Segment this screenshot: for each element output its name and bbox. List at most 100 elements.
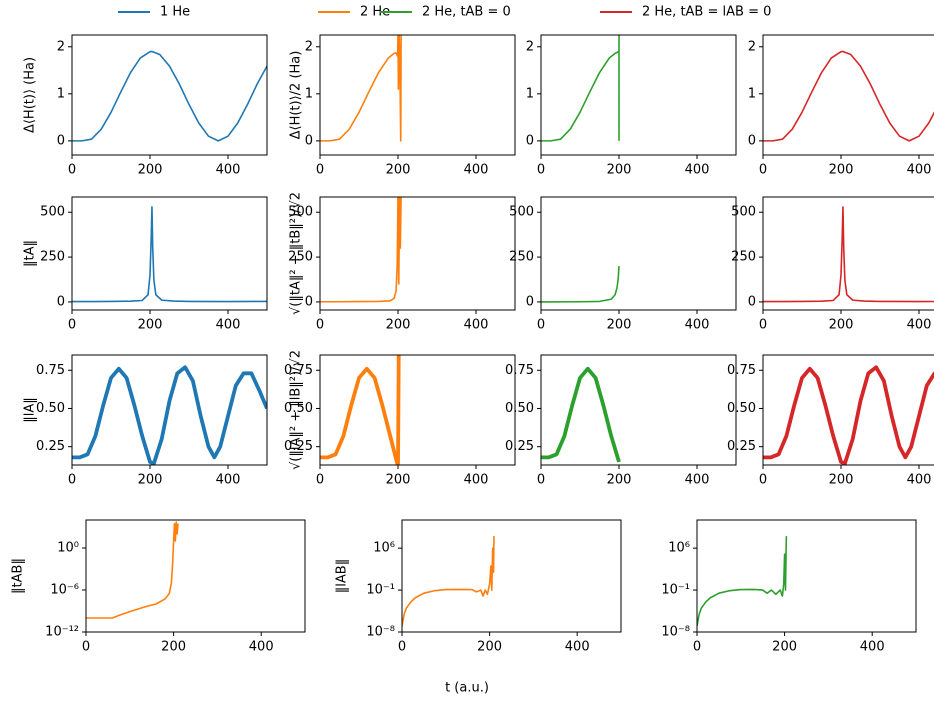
legend-label: 2 He, tAB = 0	[422, 5, 511, 20]
x-tick-label: 400	[216, 163, 241, 178]
x-tick-label: 0	[316, 163, 324, 178]
plot-area	[320, 355, 401, 465]
y-tick-label: 0	[57, 133, 65, 148]
x-tick-label: 200	[829, 473, 854, 488]
x-tick-label: 200	[161, 640, 186, 655]
x-tick-label: 0	[68, 318, 76, 333]
x-tick-label: 0	[68, 163, 76, 178]
panel: 0 200 400 0 1 2	[748, 34, 934, 178]
panel: 0 200 400 0 1 2	[526, 34, 737, 178]
data-line	[72, 50, 267, 142]
y-tick-label: 250	[731, 250, 756, 265]
axes-frame	[540, 196, 737, 311]
y-tick-label: 0	[748, 294, 756, 309]
x-tick-label: 400	[216, 318, 241, 333]
x-tick-label: 0	[759, 163, 767, 178]
y-tick-label: 1	[526, 86, 534, 101]
y-tick-label: 0.25	[36, 439, 65, 454]
plot-area	[697, 536, 788, 627]
axes-frame	[319, 196, 516, 311]
x-tick-label: 400	[907, 473, 932, 488]
y-axis-label: ‖lA‖	[23, 397, 38, 423]
axes-frame	[762, 354, 934, 466]
axes-frame	[696, 519, 917, 633]
axes-frame	[540, 34, 737, 156]
data-line	[402, 536, 495, 627]
y-tick-label: 500	[731, 205, 756, 220]
panel: 0 200 400 0 1 2Δ⟨H(t)⟩/2 (Ha)	[289, 34, 516, 178]
axes-frame	[71, 354, 268, 466]
data-line	[320, 197, 402, 303]
x-tick-label: 400	[249, 640, 274, 655]
x-tick-label: 400	[907, 318, 932, 333]
y-tick-label: 250	[288, 250, 313, 265]
x-tick-label: 400	[860, 640, 885, 655]
x-tick-label: 200	[386, 473, 411, 488]
y-tick-label: 0.75	[36, 363, 65, 378]
legend-label: 1 He	[160, 5, 190, 20]
panel: 0 200 400 0 250 500 ‖tA‖	[23, 196, 268, 333]
y-tick-label: 0.50	[505, 401, 534, 416]
y-tick-label: 2	[305, 39, 313, 54]
panel: 0 200 400 0 250 500	[731, 196, 934, 333]
x-tick-label: 200	[386, 163, 411, 178]
y-tick-label: 10⁻¹	[661, 583, 690, 598]
axes-frame	[540, 354, 737, 466]
data-line	[763, 365, 934, 465]
x-tick-label: 400	[464, 318, 489, 333]
x-tick-label: 0	[82, 640, 90, 655]
x-tick-label: 200	[138, 163, 163, 178]
x-tick-label: 0	[759, 318, 767, 333]
x-tick-label: 0	[68, 473, 76, 488]
x-tick-label: 200	[607, 163, 632, 178]
x-tick-label: 400	[907, 163, 932, 178]
y-axis-label: ‖tA‖	[23, 240, 38, 267]
x-tick-label: 200	[772, 640, 797, 655]
panel: 0 200 400 0.25 0.50 0.75√(‖lA‖² + ‖lB‖²)/√2	[284, 350, 516, 488]
y-axis-label: Δ⟨H(t)⟩ (Ha)	[23, 57, 38, 133]
x-tick-label: 0	[398, 640, 406, 655]
y-axis-label: √(‖tA‖² + ‖tB‖²)/√2	[289, 192, 304, 315]
data-line	[320, 355, 401, 465]
y-tick-label: 10⁰	[57, 541, 79, 556]
y-tick-label: 0.25	[505, 439, 534, 454]
y-tick-label: 0.50	[36, 401, 65, 416]
data-line	[697, 536, 788, 627]
x-tick-label: 200	[607, 473, 632, 488]
y-tick-label: 0.50	[284, 401, 313, 416]
y-tick-label: 2	[57, 39, 65, 54]
plot-area	[72, 50, 267, 142]
y-tick-label: 2	[748, 39, 756, 54]
y-tick-label: 10⁻⁸	[661, 625, 690, 640]
y-tick-label: 0	[748, 133, 756, 148]
x-tick-label: 0	[759, 473, 767, 488]
plot-area	[320, 197, 402, 303]
data-line	[72, 365, 267, 465]
y-tick-label: 10⁻¹	[366, 583, 395, 598]
y-tick-label: 0.75	[505, 363, 534, 378]
y-tick-label: 0	[526, 133, 534, 148]
x-tick-label: 200	[477, 640, 502, 655]
axes-frame	[85, 519, 306, 633]
panel: 0 200 400 0.25 0.50 0.75	[505, 354, 737, 488]
x-tick-label: 200	[138, 318, 163, 333]
y-tick-label: 1	[57, 86, 65, 101]
plot-area	[320, 35, 402, 142]
plot-area	[541, 266, 620, 303]
axes-frame	[71, 196, 268, 311]
x-tick-label: 400	[464, 163, 489, 178]
y-axis-label: ‖tAB‖	[11, 558, 26, 594]
panel: 0 200 400 10⁻¹² 10⁻⁶ 10⁰ ‖tAB‖	[11, 519, 306, 655]
y-tick-label: 0.25	[284, 439, 313, 454]
y-tick-label: 0.25	[727, 439, 756, 454]
y-axis-label: √(‖lA‖² + ‖lB‖²)/√2	[289, 350, 304, 470]
panel: 0 200 400 0.25 0.50 0.75 ‖lA‖	[23, 354, 268, 488]
y-tick-label: 0.75	[727, 363, 756, 378]
plot-area	[763, 50, 934, 142]
panel: 0 200 400 0 250 500√(‖tA‖² + ‖tB‖²)/√2	[288, 192, 516, 333]
y-tick-label: 0	[57, 294, 65, 309]
data-line	[320, 35, 402, 142]
y-tick-label: 250	[40, 250, 65, 265]
legend-label: 2 He, tAB = lAB = 0	[642, 5, 771, 20]
